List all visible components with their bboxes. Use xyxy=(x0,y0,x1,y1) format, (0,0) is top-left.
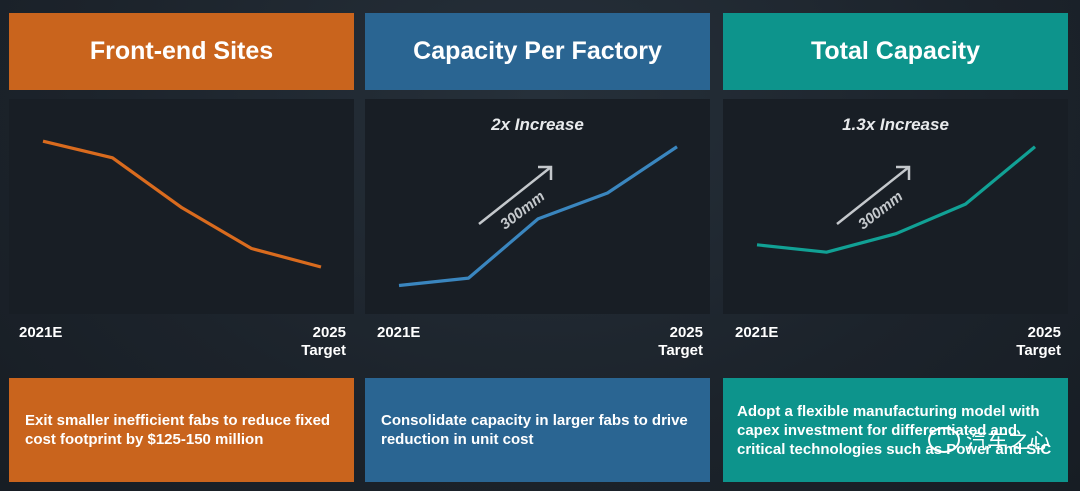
panel-header-capacity-per-factory: Capacity Per Factory xyxy=(365,13,710,90)
chart-total-capacity: 1.3x Increase 300mm xyxy=(723,99,1068,314)
arrow-head xyxy=(896,165,911,180)
watermark: 汽车之心 xyxy=(928,425,1050,455)
arrow-300mm: 300mm xyxy=(836,165,911,233)
panel-title: Front-end Sites xyxy=(89,37,274,65)
annotation-1-3x-increase: 1.3x Increase xyxy=(842,115,949,134)
arrow-label: 300mm xyxy=(497,188,548,233)
arrow-head xyxy=(538,165,553,180)
line-chart-svg: 300mm xyxy=(756,145,1037,254)
x-tick-start: 2021E xyxy=(19,324,63,341)
footer-text: Consolidate capacity in larger fabs to d… xyxy=(381,412,688,448)
panel-header-front-end-sites: Front-end Sites xyxy=(9,13,354,90)
footer-front-end-sites: Exit smaller inefficient fabs to reduce … xyxy=(9,378,354,482)
chart-front-end-sites xyxy=(9,99,354,314)
arrow-label: 300mm xyxy=(855,188,906,233)
wechat-icon xyxy=(928,427,960,453)
panel-title: Total Capacity xyxy=(810,37,981,65)
x-tick-end: 2025 Target xyxy=(658,324,703,359)
footer-text: Adopt a flexible manufacturing model wit… xyxy=(737,402,1052,458)
watermark-text: 汽车之心 xyxy=(966,430,1050,453)
footer-text: Exit smaller inefficient fabs to reduce … xyxy=(25,412,331,448)
series-line xyxy=(42,139,322,269)
line-chart-svg: 300mm xyxy=(398,145,678,288)
x-tick-start: 2021E xyxy=(735,324,779,341)
x-tick-end: 2025 Target xyxy=(301,324,346,359)
arrow-line xyxy=(836,166,910,225)
panel-title: Capacity Per Factory xyxy=(413,37,662,65)
panel-header-total-capacity: Total Capacity xyxy=(723,13,1068,90)
arrow-300mm: 300mm xyxy=(478,165,553,233)
x-tick-end: 2025 Target xyxy=(1016,324,1061,359)
arrow-line xyxy=(478,166,552,225)
chart-capacity-per-factory: 2x Increase 300mm xyxy=(365,99,710,314)
x-tick-start: 2021E xyxy=(377,324,421,341)
line-chart-svg xyxy=(42,139,322,269)
annotation-2x-increase: 2x Increase xyxy=(491,115,584,134)
footer-total-capacity: Adopt a flexible manufacturing model wit… xyxy=(723,378,1068,482)
footer-capacity-per-factory: Consolidate capacity in larger fabs to d… xyxy=(365,378,710,482)
